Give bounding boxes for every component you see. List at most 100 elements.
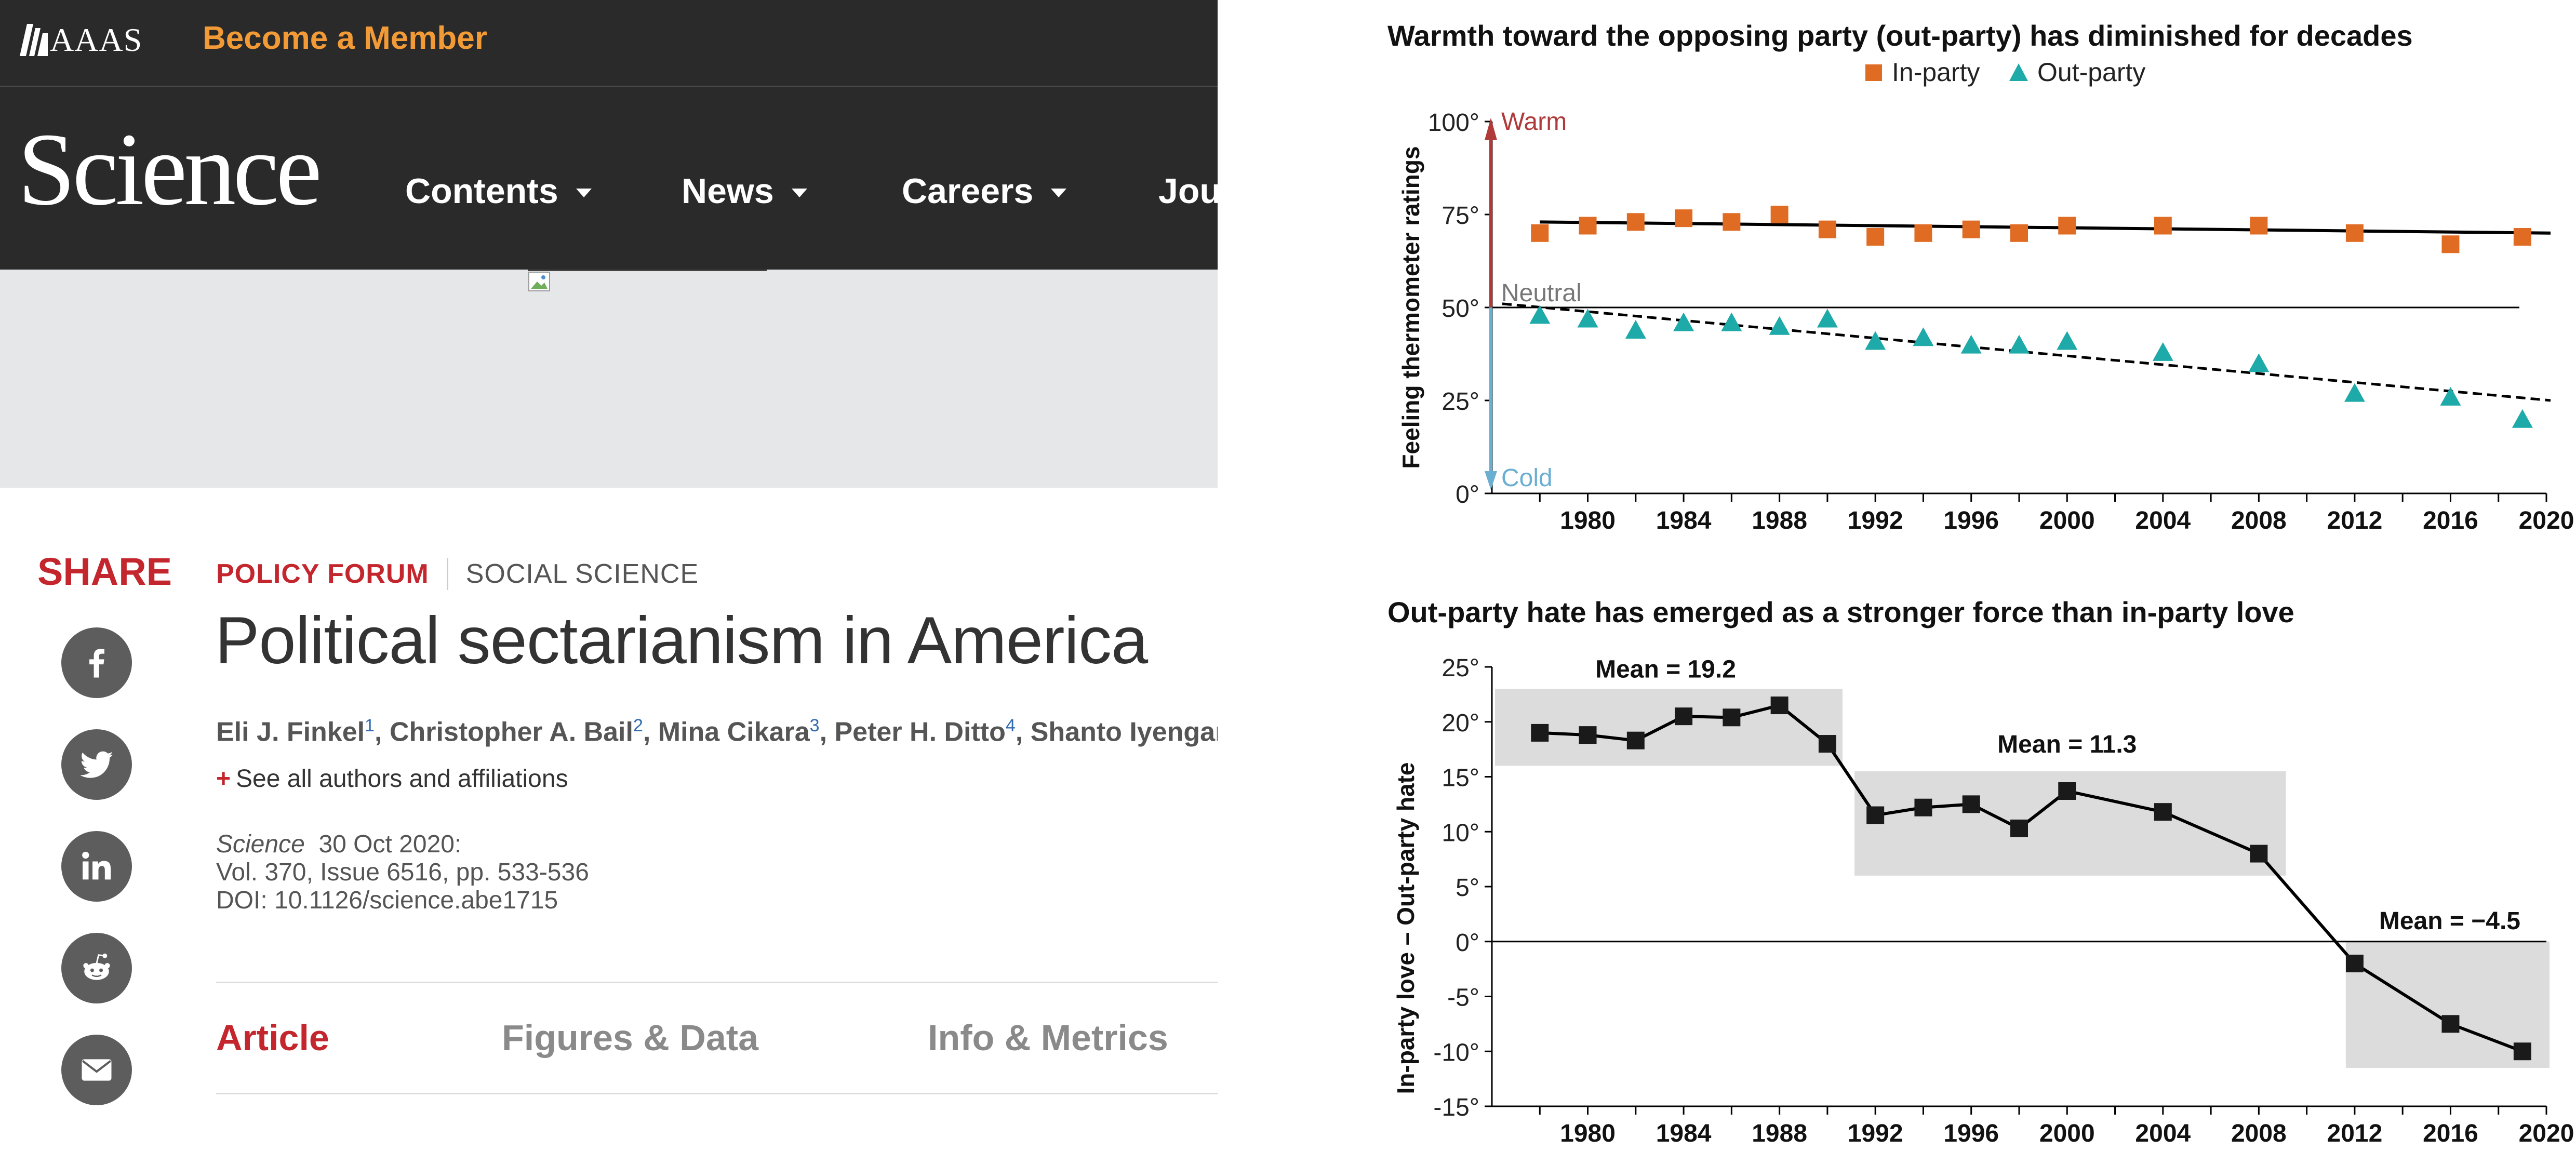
share-linkedin-button[interactable]	[61, 831, 132, 902]
see-all-authors-link[interactable]: + See all authors and affiliations	[216, 765, 568, 793]
out-party-point	[2344, 383, 2365, 402]
nav-news[interactable]: News	[682, 171, 807, 211]
out-party-point	[1769, 316, 1790, 335]
in-party-point	[2345, 224, 2364, 242]
nav-journals[interactable]: Jou	[1158, 171, 1218, 211]
difference-point	[2441, 1015, 2460, 1033]
out-party-point	[2009, 334, 2030, 354]
difference-point	[1818, 735, 1836, 753]
share-reddit-button[interactable]	[61, 933, 132, 1003]
in-party-point	[1626, 213, 1645, 231]
chart2-y-tick-label: 5°	[1456, 874, 1479, 902]
neutral-label: Neutral	[1501, 279, 1582, 307]
become-member-link[interactable]: Become a Member	[203, 20, 487, 56]
article-kicker: POLICY FORUM SOCIAL SCIENCE	[216, 558, 699, 590]
difference-point	[1626, 731, 1645, 749]
share-email-button[interactable]	[61, 1035, 132, 1105]
tabs-divider	[216, 1093, 1218, 1094]
citation-volume: Vol. 370, Issue 6516, pp. 533-536	[216, 859, 589, 886]
chart2-x-tick-label: 2012	[2327, 1120, 2383, 1147]
chevron-down-icon	[791, 188, 807, 197]
author-link[interactable]: Eli J. Finkel	[216, 717, 365, 747]
author-link[interactable]: Shanto Iyengar	[1030, 717, 1218, 747]
nav-careers-label: Careers	[902, 171, 1034, 211]
section-link[interactable]: POLICY FORUM	[216, 559, 429, 589]
chart1-y-tick-label: 100°	[1428, 109, 1479, 137]
chevron-down-icon	[576, 188, 592, 197]
figure-svg: Warmth toward the opposing party (out-pa…	[1387, 19, 2574, 1147]
cold-arrow-head	[1485, 471, 1497, 490]
aaas-logo[interactable]: AAAS	[20, 21, 143, 58]
legend-out-party-marker	[2009, 63, 2028, 81]
affiliation-marker[interactable]: 2	[633, 716, 643, 735]
figure-panel: Warmth toward the opposing party (out-pa…	[1218, 0, 2576, 1165]
in-party-trend-line	[1540, 220, 2551, 235]
out-party-point	[1577, 309, 1598, 328]
affiliation-marker[interactable]: 1	[365, 716, 375, 735]
chart1-x-tick-label: 1984	[1656, 507, 1712, 534]
difference-point	[2058, 782, 2076, 800]
difference-point	[1723, 708, 1741, 727]
chart1-x-tick-label: 2016	[2423, 507, 2478, 534]
chart2-y-tick-label: 25°	[1442, 654, 1479, 682]
nav-news-label: News	[682, 171, 774, 211]
chart1-y-tick-label: 0°	[1456, 481, 1479, 508]
author-link[interactable]: Christopher A. Bail	[389, 717, 633, 747]
out-party-point	[1865, 331, 1886, 350]
author-link[interactable]: Mina Cikara	[658, 717, 810, 747]
chart2-x-tick-label: 2016	[2423, 1120, 2478, 1147]
share-twitter-button[interactable]	[61, 729, 132, 800]
tab-figures-data[interactable]: Figures & Data	[502, 1017, 758, 1058]
aaas-mark-icon	[20, 24, 48, 56]
chart2-title: Out-party hate has emerged as a stronger…	[1387, 596, 2294, 628]
see-all-label: See all authors and affiliations	[236, 765, 568, 793]
twitter-icon	[80, 751, 113, 778]
chart1-x-tick-label: 2020	[2519, 507, 2574, 534]
aaas-topbar: AAAS Become a Member	[0, 0, 1218, 87]
difference-point	[1531, 724, 1549, 742]
plus-icon: +	[216, 765, 231, 793]
chart2-x-tick-label: 1984	[1656, 1120, 1712, 1147]
chart1-x-tick-label: 1996	[1943, 507, 1999, 534]
facebook-icon	[89, 649, 104, 678]
article-title: Political sectarianism in America	[215, 604, 1148, 678]
author-link[interactable]: Peter H. Ditto	[834, 717, 1006, 747]
nav-contents[interactable]: Contents	[405, 171, 592, 211]
in-party-point	[1531, 224, 1549, 242]
chart1-x-tick-label: 1980	[1560, 507, 1616, 534]
citation-doi[interactable]: DOI: 10.1126/science.abe1715	[216, 887, 558, 914]
nav-careers[interactable]: Careers	[902, 171, 1067, 211]
cold-label: Cold	[1501, 464, 1553, 492]
subject-link[interactable]: SOCIAL SCIENCE	[465, 559, 699, 589]
in-party-point	[1675, 209, 1693, 227]
chart1-x-tick-label: 2012	[2327, 507, 2383, 534]
chart2-x-tick-label: 1992	[1848, 1120, 1903, 1147]
topbar-divider	[0, 86, 1218, 87]
period-mean-label: Mean = −4.5	[2379, 907, 2520, 935]
out-party-point	[1960, 334, 1982, 354]
chart2-x-tick-label: 2008	[2231, 1120, 2287, 1147]
affiliation-marker[interactable]: 4	[1005, 716, 1016, 735]
ad-image-border	[528, 270, 767, 271]
affiliation-marker[interactable]: 3	[809, 716, 820, 735]
out-party-point	[1529, 305, 1551, 324]
difference-point	[2154, 803, 2172, 821]
chart1-x-tick-label: 2000	[2039, 507, 2095, 534]
aaas-wordmark: AAAS	[50, 21, 143, 58]
tab-info-metrics[interactable]: Info & Metrics	[928, 1017, 1168, 1058]
science-logo[interactable]: Science	[18, 112, 322, 227]
chart2-x-tick-label: 1996	[1943, 1120, 1999, 1147]
share-facebook-button[interactable]	[61, 627, 132, 698]
tab-article[interactable]: Article	[216, 1017, 329, 1058]
out-party-point	[1625, 319, 1646, 339]
chart2-x-tick-label: 1988	[1752, 1120, 1807, 1147]
difference-point	[2345, 955, 2364, 973]
chart1-title: Warmth toward the opposing party (out-pa…	[1387, 19, 2413, 52]
chart1-y-tick-label: 50°	[1442, 295, 1479, 323]
in-party-point	[2154, 217, 2172, 235]
difference-point	[1675, 707, 1693, 726]
difference-point	[1866, 806, 1885, 824]
out-party-point	[1721, 312, 1742, 331]
science-navbar: Science Contents News Careers Jou	[0, 87, 1218, 270]
out-party-point	[2512, 409, 2533, 428]
